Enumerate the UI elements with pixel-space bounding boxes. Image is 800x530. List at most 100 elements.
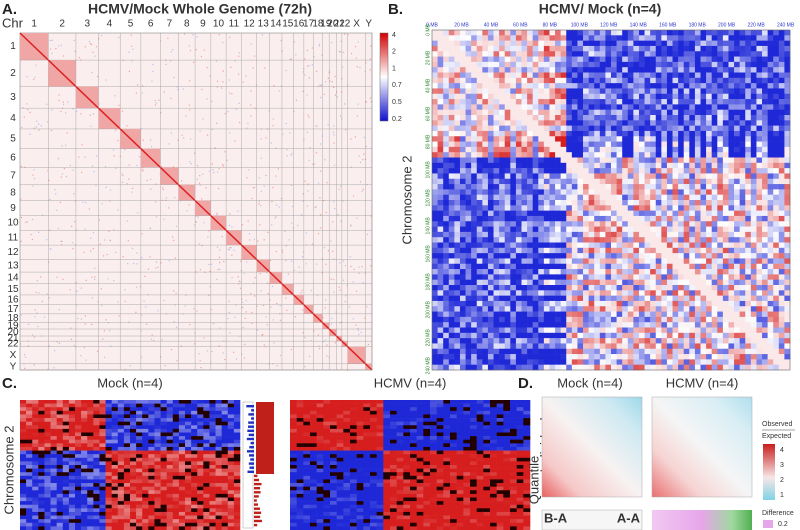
heatmap-cell — [454, 51, 461, 57]
heatmap-cell — [661, 115, 668, 121]
heatmap-cell — [555, 152, 561, 158]
heatmap-cell — [616, 343, 623, 350]
heatmap-cell — [543, 125, 550, 132]
heatmap-cell — [773, 115, 780, 121]
heatmap-cell — [493, 125, 500, 132]
heatmap-cell — [504, 200, 511, 206]
heatmap-cell — [683, 120, 690, 126]
heatmap-cell — [745, 247, 752, 254]
heatmap-cell — [756, 253, 763, 259]
heatmap-cell — [683, 77, 690, 84]
heatmap-cell — [583, 263, 589, 270]
chr-label-top: 20 — [327, 19, 339, 30]
noise-dot — [150, 188, 152, 190]
noise-dot — [60, 44, 62, 46]
heatmap-cell — [465, 93, 472, 100]
heatmap-cell — [527, 35, 533, 41]
heatmap-cell — [487, 99, 494, 105]
heatmap-cell — [566, 162, 573, 169]
heatmap-cell — [482, 354, 489, 360]
heatmap-cell — [689, 141, 696, 148]
heatmap-cell — [482, 83, 489, 89]
heatmap-cell — [784, 45, 791, 52]
heatmap-cell — [650, 311, 657, 318]
heatmap-cell — [661, 332, 668, 339]
heatmap-cell — [784, 30, 791, 36]
heatmap-cell — [459, 258, 466, 265]
heatmap-cell — [482, 311, 489, 318]
heatmap-cell — [538, 343, 545, 350]
heatmap-cell — [599, 327, 606, 334]
heatmap-cell — [432, 51, 438, 57]
noise-dot — [238, 52, 241, 54]
noise-dot — [62, 278, 64, 280]
heatmap-cell — [499, 152, 506, 158]
noise-dot — [268, 363, 270, 365]
heatmap-cell — [471, 343, 478, 350]
noise-dot — [31, 238, 34, 241]
heatmap-cell — [504, 189, 511, 195]
heatmap-cell — [482, 152, 489, 158]
heatmap-cell — [605, 99, 612, 105]
heatmap-cell — [577, 226, 584, 233]
heatmap-cell — [605, 152, 612, 158]
heatmap-cell — [666, 327, 673, 334]
heatmap-cell — [784, 146, 791, 153]
noise-dot — [256, 329, 259, 331]
heatmap-cell — [543, 40, 550, 47]
heatmap-cell — [666, 93, 673, 100]
heatmap-cell — [622, 184, 629, 190]
heatmap-cell — [504, 115, 511, 121]
heatmap-cell — [644, 45, 651, 52]
heatmap-cell — [515, 300, 522, 307]
heatmap-cell — [650, 83, 657, 89]
heatmap-cell — [521, 93, 528, 100]
heatmap-cell — [767, 215, 774, 222]
heatmap-cell — [633, 247, 640, 254]
noise-dot — [71, 242, 74, 244]
heatmap-cell — [638, 45, 645, 52]
heatmap-cell — [739, 348, 746, 355]
heatmap-cell — [571, 130, 578, 137]
heatmap-cell — [762, 99, 768, 105]
heatmap-cell — [555, 120, 561, 126]
heatmap-cell — [650, 104, 657, 110]
heatmap-cell — [756, 136, 763, 142]
heatmap-cell — [605, 242, 612, 249]
heatmap-cell — [700, 322, 707, 328]
heatmap-cell — [627, 152, 634, 158]
heatmap-cell — [700, 332, 707, 339]
heatmap-cell — [756, 130, 763, 137]
heatmap-cell — [527, 157, 533, 164]
noise-dot — [74, 220, 76, 223]
noise-dot — [219, 268, 221, 270]
noise-dot — [150, 139, 152, 141]
heatmap-cell — [521, 215, 528, 222]
heatmap-cell — [616, 104, 623, 110]
noise-dot — [26, 76, 28, 78]
heatmap-cell — [638, 290, 645, 296]
heatmap-cell — [611, 242, 617, 249]
heatmap-cell — [683, 189, 690, 195]
heatmap-cell — [465, 279, 472, 286]
heatmap-cell — [448, 136, 455, 142]
heatmap-cell — [588, 274, 595, 280]
heatmap-cell — [734, 200, 740, 206]
heatmap-cell — [465, 56, 472, 63]
heatmap-cell — [504, 178, 511, 185]
heatmap-cell — [437, 40, 444, 47]
heatmap-cell — [728, 72, 735, 79]
heatmap-cell — [700, 189, 707, 195]
heatmap-cell — [432, 332, 438, 339]
heatmap-cell — [599, 162, 606, 169]
heatmap-cell — [448, 120, 455, 126]
heatmap-cell — [560, 35, 567, 41]
heatmap-cell — [734, 226, 740, 233]
noise-dot — [163, 91, 165, 93]
heatmap-cell — [549, 354, 556, 360]
heatmap-cell — [504, 269, 511, 275]
heatmap-cell — [555, 35, 561, 41]
heatmap-cell — [756, 35, 763, 41]
heatmap-cell — [437, 348, 444, 355]
heatmap-cell — [778, 189, 785, 195]
